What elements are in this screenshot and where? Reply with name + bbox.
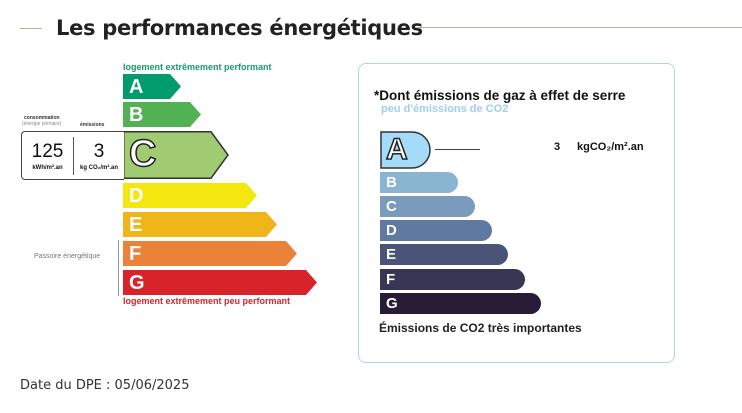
- energy-class-d: D: [123, 183, 259, 208]
- ghg-class-g: G: [380, 293, 541, 314]
- consumption-box: 125 kWh/m².an 3 kg CO₂/m².an: [21, 131, 124, 180]
- ghg-subtitle: peu d'émissions de CO2: [381, 103, 509, 115]
- divider: [20, 28, 42, 29]
- energy-class-b: B: [123, 102, 203, 127]
- ghg-class-f: F: [380, 269, 525, 290]
- ghg-class-b: B: [380, 172, 458, 193]
- divider: [73, 137, 74, 175]
- ghg-class-d: D: [380, 220, 492, 241]
- dpe-date: Date du DPE : 05/06/2025: [20, 378, 190, 393]
- page-title: Les performances énergétiques: [56, 16, 423, 40]
- energy-class-f: F: [123, 241, 299, 266]
- ghg-unit: kgCO₂/m².an: [577, 141, 644, 153]
- ghg-class-e: E: [380, 244, 508, 265]
- emissions-value: 3 kg CO₂/m².an: [79, 141, 118, 172]
- ghg-footer: Émissions de CO2 très importantes: [379, 321, 582, 335]
- energy-class-a: A: [123, 74, 183, 99]
- section-header: Les performances énergétiques: [20, 14, 742, 44]
- divider: [418, 27, 742, 28]
- consumption-value: 125 kWh/m².an: [31, 141, 64, 172]
- bottom-caption: logement extrêmement peu performant: [123, 296, 291, 306]
- ghg-class-a-current: A: [380, 131, 434, 174]
- passoire-label: Passoire énergétique: [34, 253, 101, 260]
- energy-class-g: G: [123, 270, 319, 295]
- ghg-class-c: C: [380, 196, 475, 217]
- top-caption: logement extrêmement performant: [123, 62, 272, 72]
- passoire-bracket: [118, 240, 119, 296]
- energy-class-e: E: [123, 212, 279, 237]
- ghg-card: *Dont émissions de gaz à effet de serre …: [358, 63, 675, 363]
- ghg-title: *Dont émissions de gaz à effet de serre: [374, 88, 626, 103]
- energy-class-c-current: C: [123, 131, 231, 179]
- pointer-line: [435, 149, 480, 150]
- ghg-value: 3: [554, 141, 561, 153]
